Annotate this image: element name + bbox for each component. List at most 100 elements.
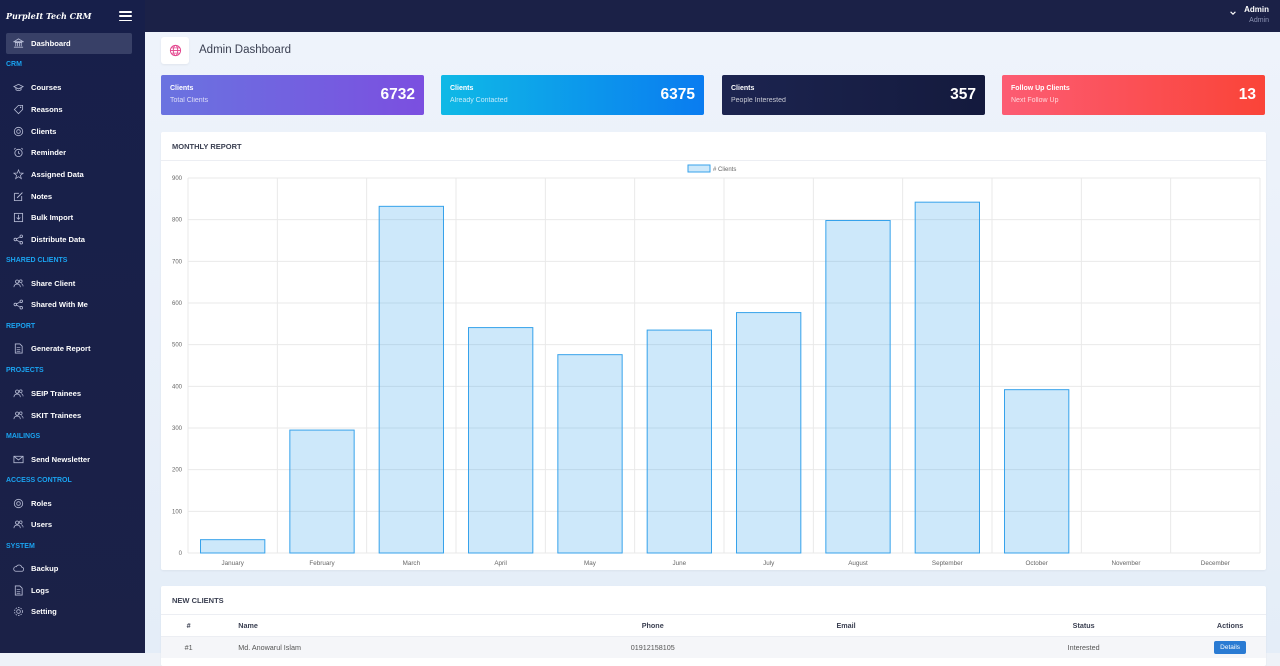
- x-tick-label: June: [673, 560, 687, 567]
- page-title: Admin Dashboard: [199, 44, 292, 56]
- x-tick-label: October: [1025, 560, 1047, 567]
- stat-card-subtitle: People Interested: [731, 97, 786, 104]
- graduation-cap-icon: [13, 83, 24, 92]
- sidebar-item-label: Assigned Data: [31, 170, 84, 179]
- stat-card-2[interactable]: Clients Already Contacted 6375: [441, 75, 704, 115]
- sidebar-item-label: SKIT Trainees: [31, 411, 82, 420]
- stat-card-3[interactable]: Clients People Interested 357: [722, 75, 985, 115]
- bar-chart: 0 100 200 300 400 500 600 700 800 900 January Febru…: [172, 164, 1261, 567]
- cloud-icon: [13, 564, 24, 572]
- users-icon: [13, 389, 24, 398]
- stat-card-title: Clients: [170, 85, 194, 92]
- bar[interactable]: [646, 329, 712, 554]
- sidebar-item-distribute[interactable]: Distribute Data: [6, 229, 132, 250]
- bar[interactable]: [200, 539, 266, 554]
- sidebar-item-bulk[interactable]: Bulk Import: [6, 207, 132, 228]
- stat-card-subtitle: Next Follow Up: [1011, 97, 1059, 104]
- sidebar-item-label: Reasons: [31, 105, 63, 114]
- sidebar-item-label: Backup: [31, 564, 59, 573]
- column-header[interactable]: Email: [719, 615, 974, 637]
- users-icon: [13, 520, 24, 529]
- sidebar-item-notes[interactable]: Notes: [6, 186, 132, 207]
- bar[interactable]: [378, 205, 444, 554]
- import-icon: [13, 212, 24, 223]
- sidebar-item-backup[interactable]: Backup: [6, 558, 132, 579]
- users-icon: [13, 411, 24, 420]
- monthly-report-panel: MONTHLY REPORT 0 100 200 300 400 500 600 700 800…: [161, 132, 1266, 570]
- sidebar-item-newsletter[interactable]: Send Newsletter: [6, 449, 132, 470]
- column-header[interactable]: Name: [216, 615, 587, 637]
- file-icon: [14, 343, 23, 354]
- sidebar-item-label: Logs: [31, 586, 50, 595]
- x-tick-label: November: [1111, 560, 1140, 567]
- sidebar-section-projects: PROJECTS: [6, 367, 44, 374]
- globe-icon: [161, 37, 189, 64]
- tag-icon: [13, 104, 24, 115]
- file-icon: [14, 585, 23, 596]
- share-icon: [13, 299, 23, 310]
- bar[interactable]: [736, 312, 802, 554]
- chevron-down-icon[interactable]: [1229, 9, 1237, 17]
- column-header[interactable]: Phone: [586, 615, 720, 637]
- column-header[interactable]: Status: [973, 615, 1195, 637]
- sidebar-item-label: Clients: [31, 127, 57, 136]
- bar[interactable]: [557, 354, 623, 554]
- y-tick-label: 600: [172, 301, 183, 307]
- legend-label: # Clients: [713, 167, 736, 173]
- sidebar: PurpleIt Tech CRM Dashboard CRM Courses Rea…: [0, 0, 145, 653]
- sidebar-item-roles[interactable]: Roles: [6, 493, 132, 514]
- sidebar-item-clients[interactable]: Clients: [6, 121, 132, 142]
- y-tick-label: 0: [179, 551, 183, 557]
- sidebar-item-label: Bulk Import: [31, 213, 74, 222]
- brand-logo[interactable]: PurpleIt Tech CRM: [6, 11, 92, 21]
- sidebar-item-assigned[interactable]: Assigned Data: [6, 164, 132, 185]
- cell-status: Interested: [973, 636, 1195, 658]
- sidebar-section-shared-clients: SHARED CLIENTS: [6, 257, 68, 264]
- stat-card-1[interactable]: Clients Total Clients 6732: [161, 75, 424, 115]
- details-button[interactable]: Details: [1214, 640, 1247, 654]
- sidebar-item-label: Shared With Me: [31, 300, 88, 309]
- sidebar-item-courses[interactable]: Courses: [6, 77, 132, 98]
- sidebar-item-generate-report[interactable]: Generate Report: [6, 338, 132, 359]
- edit-icon: [13, 192, 23, 202]
- stat-card-value: 357: [950, 86, 976, 103]
- sidebar-item-shared-with-me[interactable]: Shared With Me: [6, 294, 132, 315]
- sidebar-item-reasons[interactable]: Reasons: [6, 99, 132, 120]
- sidebar-item-reminder[interactable]: Reminder: [6, 142, 132, 163]
- bar[interactable]: [1004, 389, 1070, 554]
- sidebar-item-label: SEIP Trainees: [31, 389, 82, 398]
- monthly-report-chart: 0 100 200 300 400 500 600 700 800 900 January Febru…: [161, 161, 1266, 569]
- cell-name: Md. Anowarul Islam: [216, 636, 587, 658]
- y-tick-label: 900: [172, 176, 183, 182]
- column-header[interactable]: #: [161, 615, 217, 637]
- bar[interactable]: [825, 220, 891, 554]
- sidebar-item-users[interactable]: Users: [6, 514, 132, 535]
- gear-icon: [14, 607, 23, 616]
- x-tick-label: July: [763, 560, 775, 567]
- sidebar-item-seip[interactable]: SEIP Trainees: [6, 383, 132, 404]
- stat-card-4[interactable]: Follow Up Clients Next Follow Up 13: [1002, 75, 1265, 115]
- bar[interactable]: [914, 201, 980, 554]
- sidebar-item-skit[interactable]: SKIT Trainees: [6, 405, 132, 426]
- column-header[interactable]: Actions: [1194, 615, 1266, 637]
- panel-title: NEW CLIENTS: [161, 586, 1266, 615]
- sidebar-item-label: Notes: [31, 192, 53, 201]
- y-tick-label: 800: [172, 218, 183, 224]
- sidebar-item-label: Setting: [31, 607, 57, 616]
- sidebar-item-logs[interactable]: Logs: [6, 580, 132, 601]
- stat-card-title: Clients: [731, 85, 755, 92]
- x-tick-label: August: [848, 560, 868, 567]
- sidebar-section-report: REPORT: [6, 323, 36, 330]
- bar[interactable]: [468, 327, 534, 554]
- user-menu[interactable]: Admin Admin: [1244, 4, 1269, 27]
- envelope-icon: [13, 455, 24, 464]
- sidebar-item-setting[interactable]: Setting: [6, 601, 132, 622]
- bar[interactable]: [289, 429, 355, 554]
- sidebar-item-dashboard[interactable]: Dashboard: [6, 33, 132, 54]
- y-tick-label: 400: [172, 384, 183, 390]
- table-row: #1 Md. Anowarul Islam 01912158105 Intereste…: [161, 636, 1266, 658]
- sidebar-item-share-client[interactable]: Share Client: [6, 273, 132, 294]
- brand-bar: PurpleIt Tech CRM: [0, 0, 145, 32]
- x-tick-label: January: [221, 560, 244, 567]
- hamburger-icon[interactable]: [119, 11, 132, 21]
